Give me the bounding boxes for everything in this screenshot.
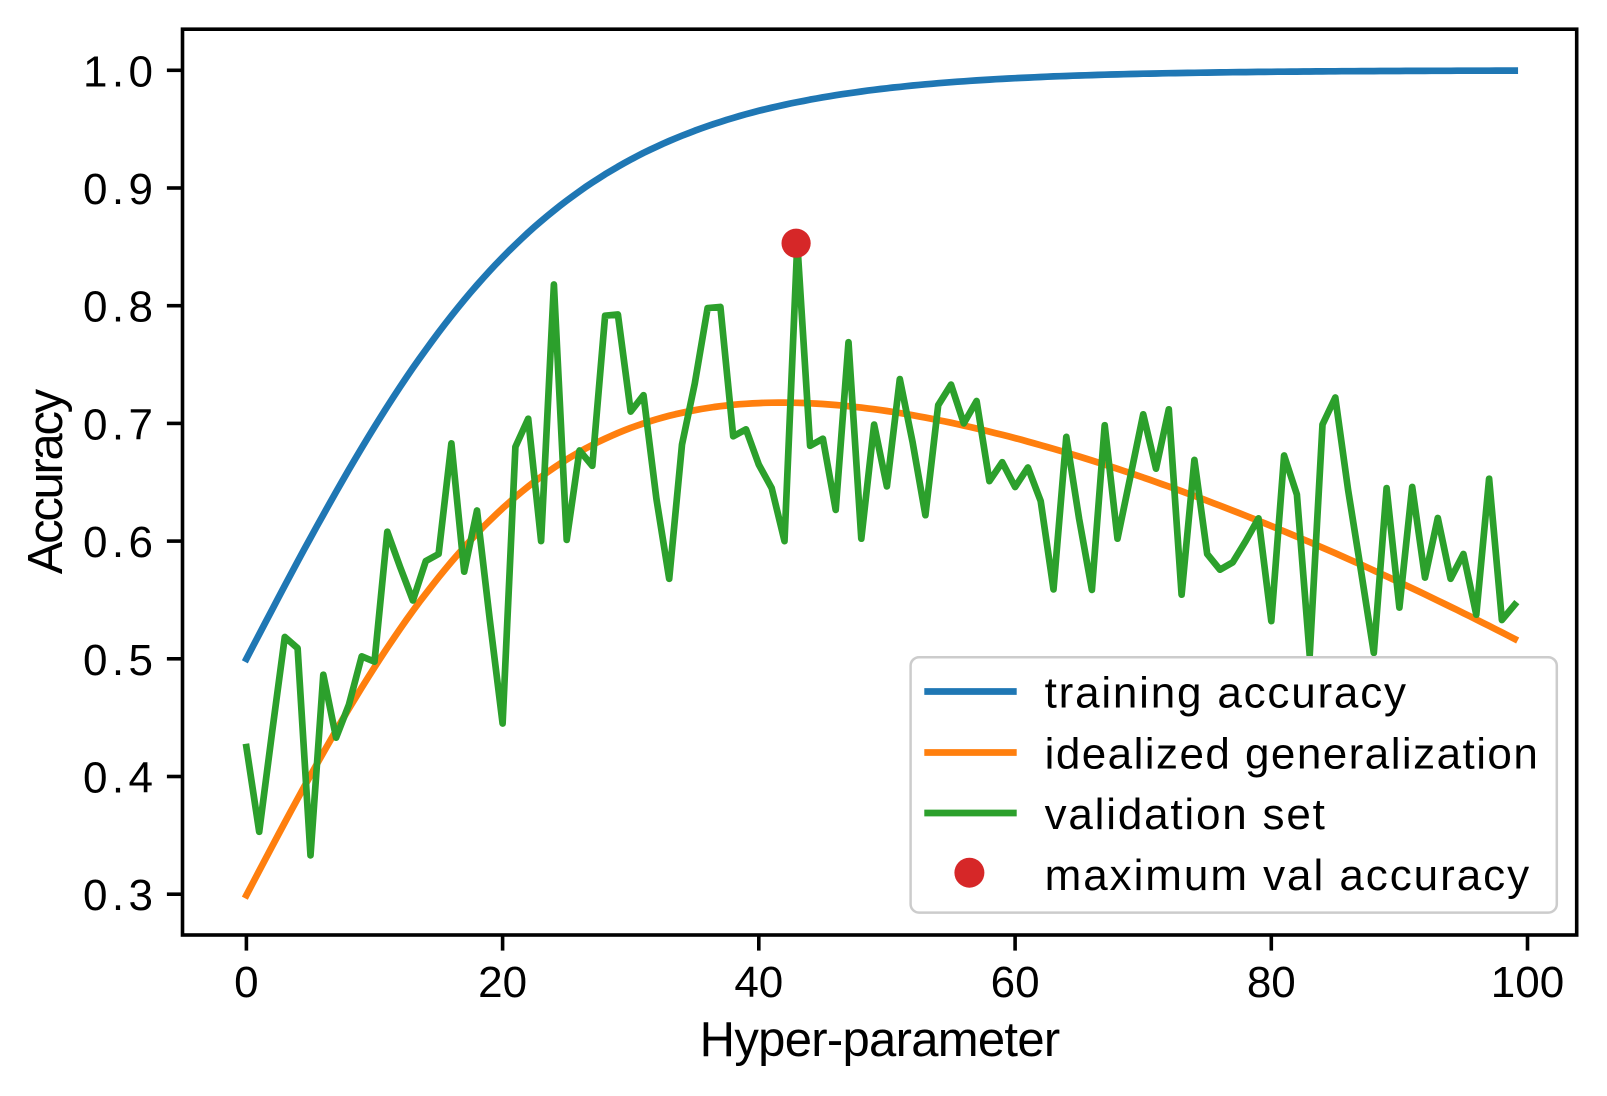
svg-text:0.3: 0.3 [83,871,157,920]
svg-text:0.5: 0.5 [83,636,157,685]
svg-text:0.8: 0.8 [83,283,157,332]
svg-text:20: 20 [478,958,527,1007]
svg-text:maximum val accuracy: maximum val accuracy [1045,851,1531,900]
svg-text:validation set: validation set [1045,790,1327,839]
svg-text:40: 40 [734,958,783,1007]
svg-text:Hyper-parameter: Hyper-parameter [700,1013,1060,1067]
svg-text:100: 100 [1491,958,1564,1007]
svg-text:0.6: 0.6 [83,518,157,567]
svg-text:1.0: 1.0 [83,47,157,96]
svg-text:idealized generalization: idealized generalization [1045,730,1540,779]
svg-text:80: 80 [1247,958,1296,1007]
svg-text:0.9: 0.9 [83,165,157,214]
svg-text:60: 60 [991,958,1040,1007]
svg-text:training accuracy: training accuracy [1045,669,1408,718]
svg-text:0.7: 0.7 [83,400,157,449]
svg-text:Accuracy: Accuracy [19,388,73,574]
svg-text:0.4: 0.4 [83,754,157,803]
svg-text:0: 0 [234,958,258,1007]
